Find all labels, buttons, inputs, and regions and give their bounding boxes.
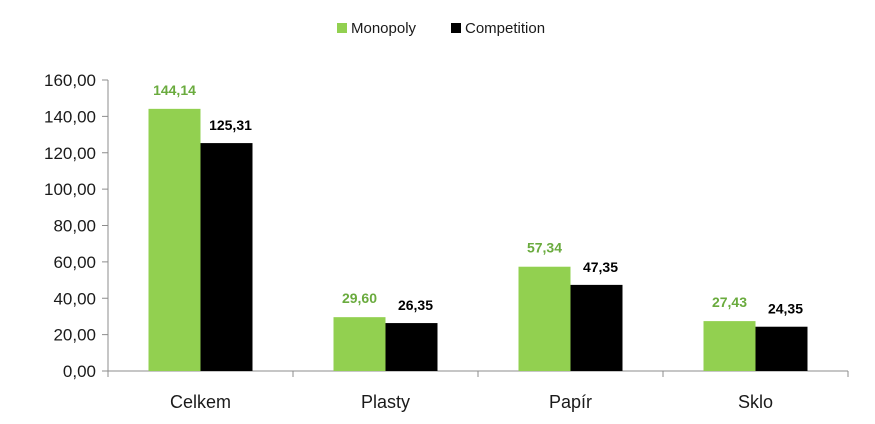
data-label-monopoly: 29,60: [342, 290, 377, 306]
y-tick-label: 40,00: [53, 289, 96, 308]
data-label-competition: 125,31: [209, 117, 252, 133]
x-tick-label: Papír: [549, 392, 592, 412]
bar-monopoly: [333, 317, 386, 371]
x-tick-label: Sklo: [738, 392, 773, 412]
legend: Monopoly Competition: [337, 20, 545, 37]
y-axis: 0,00 20,00 40,00 60,00 80,00 100,00 120,00 140,…: [44, 71, 109, 381]
y-tick-label: 20,00: [53, 326, 96, 345]
data-label-competition: 24,35: [768, 301, 803, 317]
x-tick-label: Celkem: [170, 392, 231, 412]
bar-competition: [200, 143, 253, 371]
bar-competition: [385, 323, 438, 371]
legend-label-competition: Competition: [465, 20, 545, 37]
x-axis: Celkem Plasty Papír Sklo: [107, 370, 849, 412]
y-tick-label: 80,00: [53, 217, 96, 236]
data-label-competition: 47,35: [583, 259, 618, 275]
data-label-monopoly: 57,34: [527, 240, 562, 256]
bar-monopoly: [703, 321, 756, 371]
data-label-monopoly: 27,43: [712, 294, 747, 310]
bar-competition: [570, 284, 623, 371]
x-tick-label: Plasty: [361, 392, 410, 412]
y-tick-label: 60,00: [53, 253, 96, 272]
y-tick-label: 120,00: [44, 144, 96, 163]
data-label-competition: 26,35: [398, 297, 433, 313]
y-tick-label: 140,00: [44, 107, 96, 126]
legend-swatch-competition: [451, 23, 461, 33]
y-tick-label: 0,00: [63, 362, 96, 381]
y-tick-label: 160,00: [44, 71, 96, 90]
bar-monopoly: [518, 266, 571, 371]
legend-label-monopoly: Monopoly: [351, 20, 417, 37]
data-labels: 144,14 125,31 29,60 26,35 57,34 47,35 27,43 24,…: [153, 82, 803, 317]
bars: [148, 108, 808, 372]
data-label-monopoly: 144,14: [153, 82, 196, 98]
bar-monopoly: [148, 108, 201, 372]
legend-swatch-monopoly: [337, 23, 347, 33]
bar-competition: [755, 326, 808, 371]
y-tick-label: 100,00: [44, 180, 96, 199]
